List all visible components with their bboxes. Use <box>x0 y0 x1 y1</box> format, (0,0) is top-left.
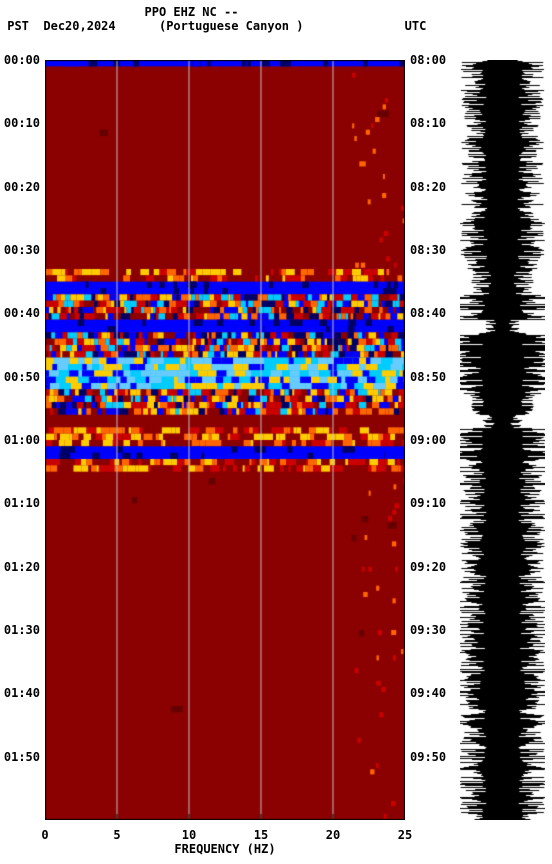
frequency-tick-label: 5 <box>113 828 120 842</box>
spectrogram-canvas <box>45 60 405 820</box>
time-label-pst: 01:30 <box>4 623 40 637</box>
time-label-pst: 00:10 <box>4 116 40 130</box>
time-label-utc: 09:20 <box>410 560 446 574</box>
chart-header: PPO EHZ NC -- PST Dec20,2024 (Portuguese… <box>0 5 552 33</box>
time-label-utc: 08:40 <box>410 306 446 320</box>
frequency-axis: 0510152025 FREQUENCY (HZ) <box>45 820 405 860</box>
time-label-utc: 09:00 <box>410 433 446 447</box>
time-label-pst: 00:50 <box>4 370 40 384</box>
time-label-utc: 09:10 <box>410 496 446 510</box>
time-label-pst: 01:10 <box>4 496 40 510</box>
time-label-utc: 09:30 <box>410 623 446 637</box>
frequency-axis-title: FREQUENCY (HZ) <box>174 842 275 856</box>
time-label-pst: 00:00 <box>4 53 40 67</box>
frequency-tick-label: 25 <box>398 828 412 842</box>
header-line-2: PST Dec20,2024 (Portuguese Canyon ) UTC <box>0 19 552 33</box>
waveform-plot <box>460 60 545 820</box>
time-label-utc: 09:40 <box>410 686 446 700</box>
time-label-pst: 00:20 <box>4 180 40 194</box>
header-line-1: PPO EHZ NC -- <box>0 5 552 19</box>
spectrogram-plot <box>45 60 405 820</box>
time-label-pst: 01:20 <box>4 560 40 574</box>
time-label-utc: 08:10 <box>410 116 446 130</box>
waveform-canvas <box>460 60 545 820</box>
time-label-utc: 08:50 <box>410 370 446 384</box>
time-label-utc: 08:00 <box>410 53 446 67</box>
time-label-pst: 01:50 <box>4 750 40 764</box>
time-label-utc: 08:20 <box>410 180 446 194</box>
frequency-tick-label: 10 <box>182 828 196 842</box>
time-label-pst: 01:00 <box>4 433 40 447</box>
time-label-utc: 09:50 <box>410 750 446 764</box>
frequency-tick-label: 0 <box>41 828 48 842</box>
time-label-pst: 00:30 <box>4 243 40 257</box>
frequency-tick-label: 15 <box>254 828 268 842</box>
time-label-utc: 08:30 <box>410 243 446 257</box>
time-label-pst: 00:40 <box>4 306 40 320</box>
frequency-tick-label: 20 <box>326 828 340 842</box>
time-label-pst: 01:40 <box>4 686 40 700</box>
